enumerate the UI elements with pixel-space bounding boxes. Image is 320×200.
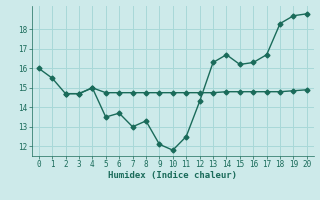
X-axis label: Humidex (Indice chaleur): Humidex (Indice chaleur) (108, 171, 237, 180)
